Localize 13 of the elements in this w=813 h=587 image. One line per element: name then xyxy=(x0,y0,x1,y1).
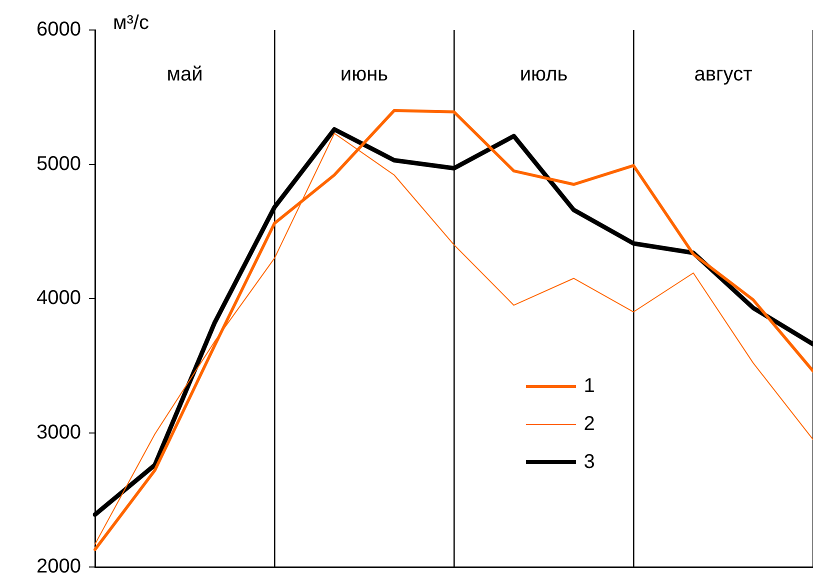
y-tick-label: 3000 xyxy=(36,421,81,444)
annotation: июнь xyxy=(340,64,388,86)
y-tick-label: 6000 xyxy=(36,18,81,41)
annotation: август xyxy=(694,64,752,86)
y-axis-title: м³/с xyxy=(113,12,149,35)
annotation: июль xyxy=(520,64,568,86)
y-tick-label: 5000 xyxy=(36,152,81,175)
annotation: май xyxy=(166,64,203,86)
y-tick-label: 2000 xyxy=(36,556,81,578)
legend-label: 3 xyxy=(584,450,595,474)
y-tick-label: 4000 xyxy=(36,287,81,310)
legend-label: 1 xyxy=(584,374,595,398)
legend-label: 2 xyxy=(584,412,595,436)
